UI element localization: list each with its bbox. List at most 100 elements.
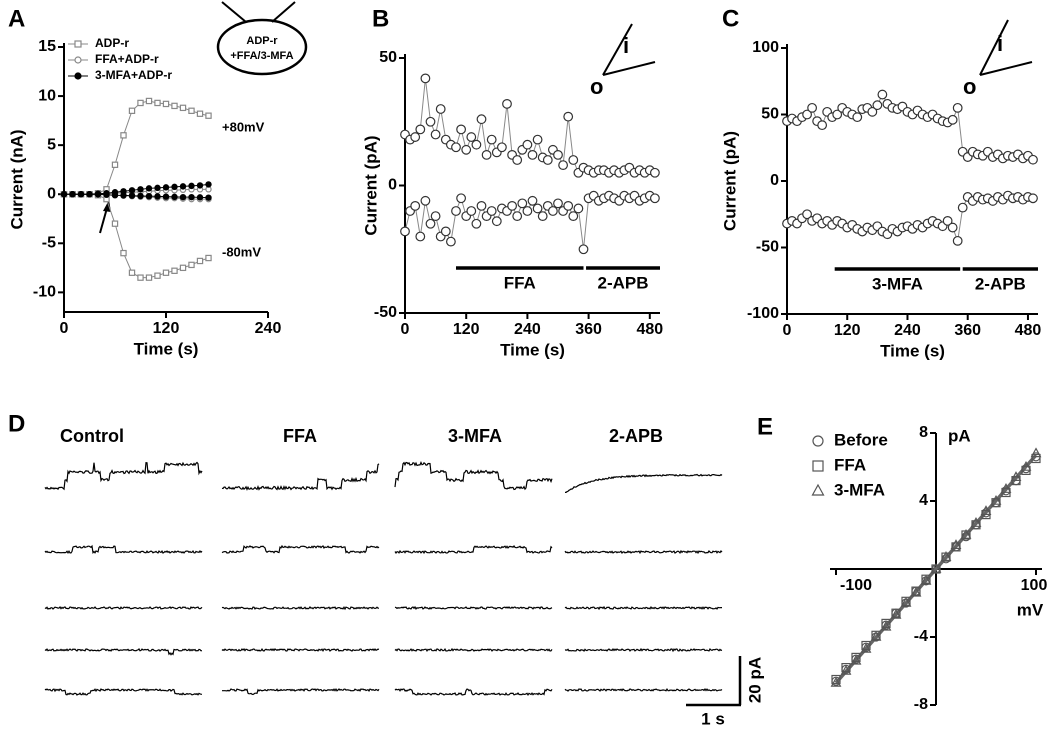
marker [120,132,127,139]
x-axis-title: Time (s) [880,341,945,360]
marker [205,181,212,188]
marker [497,142,507,153]
marker [456,193,467,204]
marker [456,124,467,135]
marker [861,640,871,651]
marker [486,134,497,145]
marker [877,89,888,100]
current-trace [222,687,380,696]
marker [111,161,119,168]
marker [425,218,436,229]
current-trace [221,605,379,611]
marker [980,505,992,515]
x-unit: mV [1017,600,1044,619]
marker [548,206,558,216]
scale-label: 1 s [701,709,725,728]
legend-marker [74,72,82,80]
panel-label: B [372,5,389,32]
y-tick-label: -5 [42,235,56,252]
marker [196,182,204,189]
pipette-label: o [963,74,976,99]
marker [451,142,461,153]
y-tick-label: -100 [747,305,779,322]
marker [532,203,543,214]
current-trace [394,545,553,555]
marker [128,192,136,199]
x-tick-label: -100 [840,577,872,594]
marker [154,99,161,107]
marker [807,102,817,113]
legend-label: FFA+ADP-r [95,52,159,66]
pipette [221,1,247,23]
marker [137,99,144,107]
marker [860,642,872,653]
marker [851,652,861,663]
marker [137,274,144,281]
x-tick-label: 0 [783,322,792,339]
marker [77,191,85,198]
marker [553,149,563,160]
y-tick-label: -50 [756,239,779,256]
marker [817,120,828,131]
x-tick-label: 240 [894,322,921,339]
marker [86,191,93,198]
marker [188,107,195,114]
marker [145,185,153,192]
marker [196,110,204,117]
y-axis-title: Current (nA) [7,129,26,229]
marker [196,257,204,265]
annotation: -80mV [222,244,261,259]
marker [120,249,127,257]
marker [476,200,487,211]
x-tick-label: 100 [1021,577,1048,594]
treatment-label: FFA [504,273,536,292]
current-trace [44,688,203,696]
marker [476,114,487,125]
current-trace [221,648,380,652]
panel-label: D [8,410,25,437]
marker [880,620,892,631]
y-tick-label: 15 [38,38,56,55]
pipette-label: o [590,74,603,99]
marker [111,192,119,199]
y-tick-label: 100 [752,39,779,56]
column-label: 2-APB [609,426,663,446]
x-tick-label: 0 [60,320,69,337]
column-label: Control [60,426,124,446]
current-trace [394,460,553,491]
marker [205,112,212,119]
marker [179,193,187,201]
marker [415,124,426,135]
marker [171,193,178,201]
marker [532,134,543,145]
x-axis-title: Time (s) [500,340,565,359]
marker [832,109,843,120]
marker [205,254,212,262]
x-tick-label: 240 [255,320,282,337]
marker [802,109,812,120]
marker [802,209,812,220]
pipette [271,1,296,23]
marker [171,102,178,110]
marker [491,216,502,227]
marker [920,574,932,585]
y-axis-title: Current (pA) [361,135,380,235]
marker [60,191,68,198]
marker [188,182,195,190]
panel-label: A [8,5,25,32]
x-axis-title: Time (s) [134,339,199,358]
marker [205,194,212,201]
current-trace [394,688,553,697]
x-tick-label: 120 [453,321,480,338]
marker [154,193,161,200]
marker [502,98,512,109]
y-tick-label: 0 [47,185,56,202]
x-tick-label: 360 [575,321,602,338]
marker [435,104,446,114]
x-tick-label: 360 [954,322,981,339]
marker [527,149,538,160]
marker [890,608,902,619]
marker [162,100,170,108]
y-tick-label: 50 [379,49,397,66]
